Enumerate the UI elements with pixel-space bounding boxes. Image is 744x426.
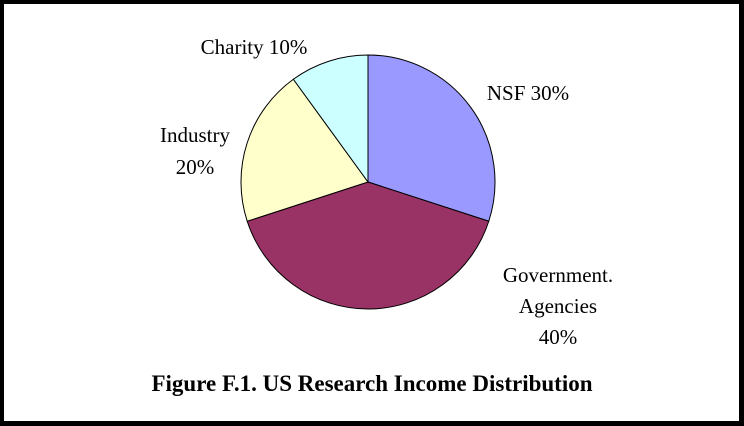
slice-label-industry: Industry 20%	[160, 123, 230, 179]
pie-slice-nsf	[367, 54, 496, 222]
figure-caption: Figure F.1. US Research Income Distribut…	[151, 371, 593, 396]
pie-slice-industry	[240, 78, 369, 222]
slice-label-government-agencies: Government. Agencies 40%	[503, 263, 613, 349]
pie-slices	[240, 54, 496, 310]
pie-slice-charity	[292, 54, 369, 184]
slice-label-charity: Charity 10%	[201, 35, 308, 59]
pie-slice-government-agencies	[246, 181, 490, 310]
slice-label-nsf: NSF 30%	[487, 81, 569, 105]
slice-labels: NSF 30% Government. Agencies 40% Industry 20%…	[160, 35, 613, 349]
